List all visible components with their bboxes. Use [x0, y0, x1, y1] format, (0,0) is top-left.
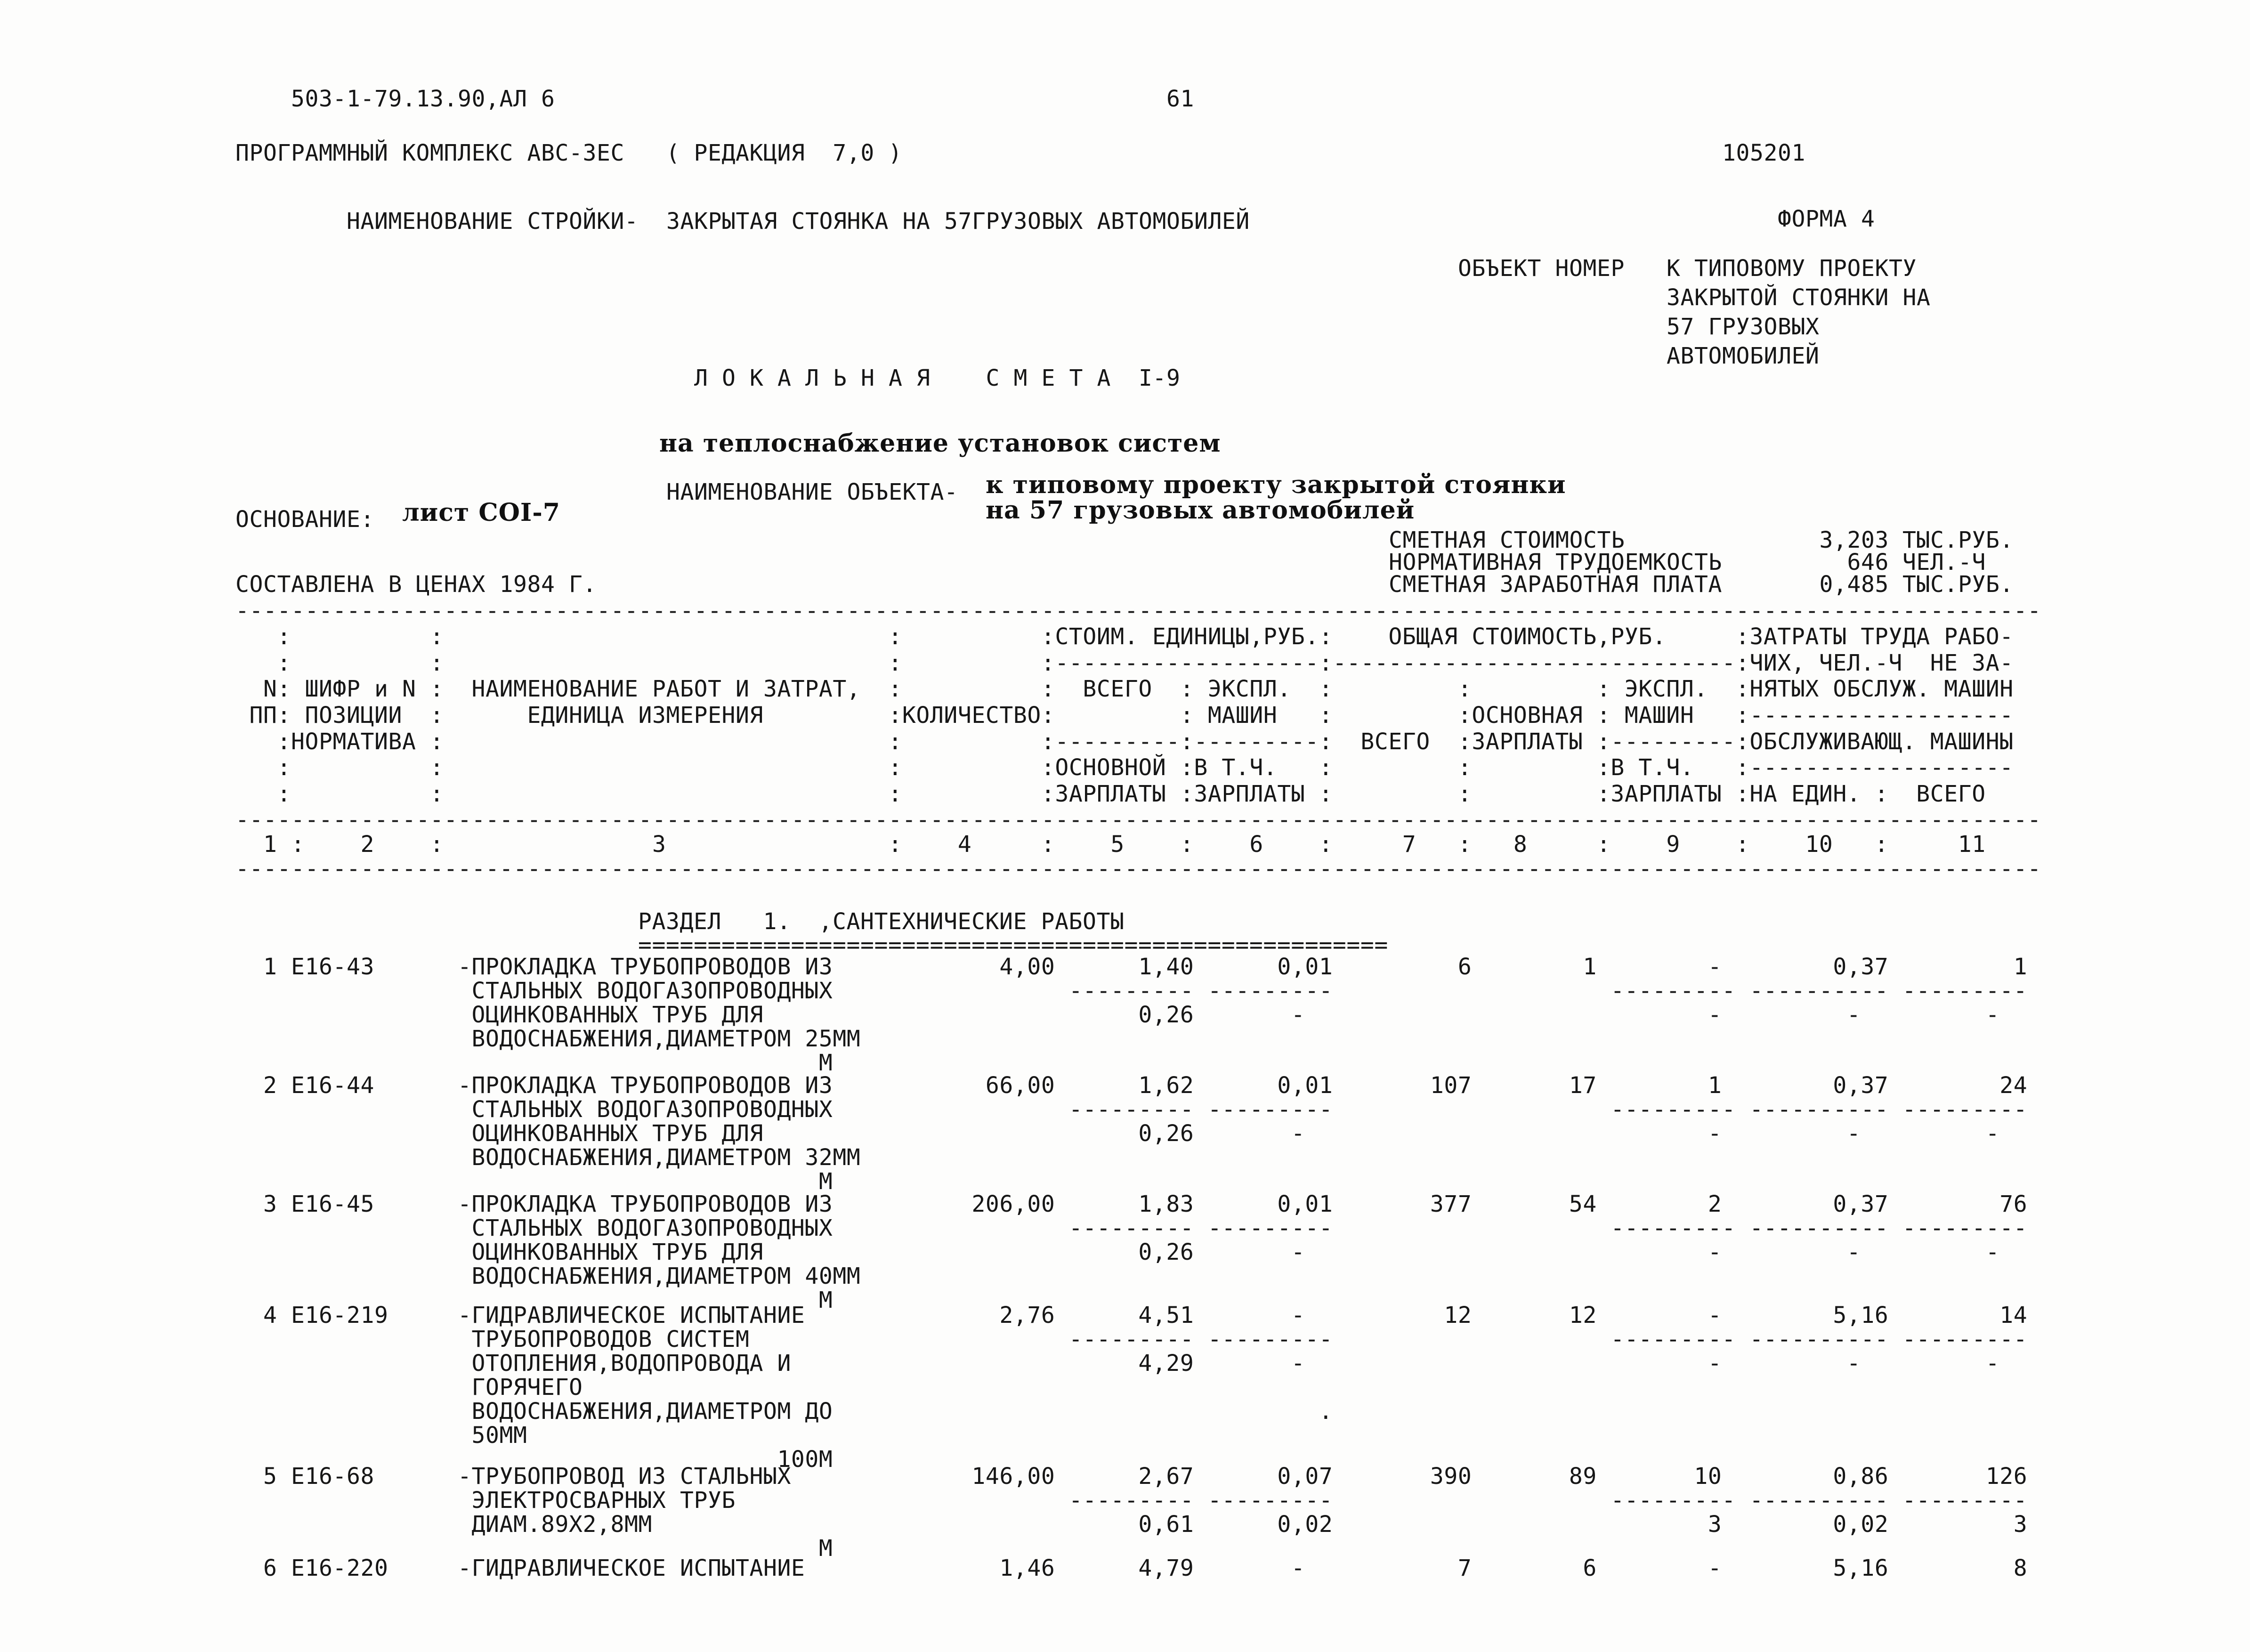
- cost-unit: ЧЕЛ.-Ч: [1902, 549, 1986, 575]
- table-row-line: М: [235, 1535, 833, 1562]
- program-line: ПРОГРАММНЫЙ КОМПЛЕКС АВС-3ЕС ( РЕДАКЦИЯ …: [235, 140, 902, 166]
- table-row-line: ВОДОСНАБЖЕНИЯ,ДИАМЕТРОМ ДО .: [235, 1398, 1333, 1425]
- table-row-line: ТРУБОПРОВОДОВ СИСТЕМ --------- ---------…: [235, 1326, 2028, 1352]
- object-value: на 57 грузовых автомобилей: [986, 496, 1415, 525]
- doc-id: 105201: [1722, 140, 1805, 166]
- object-number-line: 57 ГРУЗОВЫХ: [1667, 314, 1820, 340]
- table-header-line: : : : :ОСНОВНОЙ :В Т.Ч. : : :В Т.Ч. :---…: [235, 754, 2014, 781]
- object-value: к типовому проекту закрытой стоянки: [986, 470, 1566, 499]
- table-row-line: СТАЛЬНЫХ ВОДОГАЗОПРОВОДНЫХ --------- ---…: [235, 1096, 2028, 1123]
- stroika-value: ЗАКРЫТАЯ СТОЯНКА НА 57ГРУЗОВЫХ АВТОМОБИЛ…: [666, 208, 1250, 235]
- table-row-line: 50ММ: [235, 1422, 527, 1449]
- section-title: РАЗДЕЛ 1. ,САНТЕХНИЧЕСКИЕ РАБОТЫ: [638, 908, 1125, 935]
- separator-line: ----------------------------------------…: [235, 598, 2041, 624]
- table-header-line: : : : :-------------------:-------------…: [235, 650, 2014, 676]
- object-label: НАИМЕНОВАНИЕ ОБЪЕКТА-: [666, 479, 958, 505]
- table-row-line: ОЦИНКОВАННЫХ ТРУБ ДЛЯ 0,26 - - - -: [235, 1002, 2000, 1028]
- table-row-line: М: [235, 1050, 833, 1076]
- stroika-label: НАИМЕНОВАНИЕ СТРОЙКИ-: [347, 208, 639, 235]
- forma-label: ФОРМА 4: [1778, 206, 1875, 232]
- cost-label: НОРМАТИВНАЯ ТРУДОЕМКОСТЬ: [1389, 549, 1722, 575]
- page-number: 61: [1166, 86, 1194, 112]
- table-header-line: :НОРМАТИВА : : :---------:---------: ВСЕ…: [235, 729, 2014, 755]
- section-underline: ========================================…: [638, 932, 1388, 958]
- table-header-line: : : : :ЗАРПЛАТЫ :ЗАРПЛАТЫ : : :ЗАРПЛАТЫ …: [235, 781, 1986, 807]
- table-header-line: : : : :СТОИМ. ЕДИНИЦЫ,РУБ.: ОБЩАЯ СТОИМО…: [235, 624, 2014, 650]
- separator-line: ----------------------------------------…: [235, 856, 2041, 882]
- table-row-line: ДИАМ.89Х2,8ММ 0,61 0,02 3 0,02 3: [235, 1511, 2028, 1538]
- object-number-line: АВТОМОБИЛЕЙ: [1667, 343, 1820, 369]
- table-row-line: ГОРЯЧЕГО: [235, 1374, 583, 1401]
- table-row-line: ЭЛЕКТРОСВАРНЫХ ТРУБ --------- --------- …: [235, 1487, 2028, 1514]
- cost-label: СМЕТНАЯ СТОИМОСТЬ: [1389, 527, 1625, 553]
- table-row-line: ВОДОСНАБЖЕНИЯ,ДИАМЕТРОМ 40ММ: [235, 1263, 861, 1289]
- table-row-line: М: [235, 1168, 833, 1195]
- doc-code: 503-1-79.13.90,АЛ 6: [291, 86, 555, 112]
- object-number-line: ЗАКРЫТОЙ СТОЯНКИ НА: [1667, 284, 1931, 311]
- cost-value: 0,485: [1819, 571, 1889, 598]
- table-row-line: 6 Е16-220 -ГИДРАВЛИЧЕСКОЕ ИСПЫТАНИЕ 1,46…: [235, 1555, 2028, 1581]
- table-row-line: 100М: [235, 1446, 833, 1473]
- table-row-line: ВОДОСНАБЖЕНИЯ,ДИАМЕТРОМ 25ММ: [235, 1026, 861, 1052]
- table-row-line: ОТОПЛЕНИЯ,ВОДОПРОВОДА И 4,29 - - - -: [235, 1350, 2000, 1377]
- table-row-line: 4 Е16-219 -ГИДРАВЛИЧЕСКОЕ ИСПЫТАНИЕ 2,76…: [235, 1302, 2028, 1328]
- table-row-line: М: [235, 1287, 833, 1313]
- cost-unit: ТЫС.РУБ.: [1902, 527, 2014, 553]
- cost-value: 3,203: [1819, 527, 1889, 553]
- column-number-ruler: 1 : 2 : 3 : 4 : 5 : 6 : 7 : 8 : 9 : 10 :…: [235, 831, 1986, 858]
- compiled-in-prices: СОСТАВЛЕНА В ЦЕНАХ 1984 Г.: [235, 571, 597, 598]
- table-row-line: 1 Е16-43 -ПРОКЛАДКА ТРУБОПРОВОДОВ ИЗ 4,0…: [235, 954, 2028, 980]
- table-row-line: 2 Е16-44 -ПРОКЛАДКА ТРУБОПРОВОДОВ ИЗ 66,…: [235, 1072, 2028, 1099]
- table-row-line: 5 Е16-68 -ТРУБОПРОВОД ИЗ СТАЛЬНЫХ 146,00…: [235, 1463, 2028, 1490]
- table-header-line: N: ШИФР и N : НАИМЕНОВАНИЕ РАБОТ И ЗАТРА…: [235, 676, 2014, 702]
- separator-line: ----------------------------------------…: [235, 807, 2041, 833]
- table-row-line: ОЦИНКОВАННЫХ ТРУБ ДЛЯ 0,26 - - - -: [235, 1120, 2000, 1147]
- object-number-line: К ТИПОВОМУ ПРОЕКТУ: [1667, 255, 1917, 282]
- table-row-line: ВОДОСНАБЖЕНИЯ,ДИАМЕТРОМ 32ММ: [235, 1144, 861, 1171]
- table-row-line: СТАЛЬНЫХ ВОДОГАЗОПРОВОДНЫХ --------- ---…: [235, 1215, 2028, 1241]
- cost-label: СМЕТНАЯ ЗАРАБОТНАЯ ПЛАТА: [1389, 571, 1722, 598]
- doc-title: Л О К А Л Ь Н А Я С М Е Т А I-9: [694, 365, 1181, 391]
- table-row-line: 3 Е16-45 -ПРОКЛАДКА ТРУБОПРОВОДОВ ИЗ 206…: [235, 1191, 2028, 1217]
- table-row-line: ОЦИНКОВАННЫХ ТРУБ ДЛЯ 0,26 - - - -: [235, 1239, 2000, 1265]
- object-number-label: ОБЪЕКТ НОМЕР: [1458, 255, 1625, 282]
- table-row-line: СТАЛЬНЫХ ВОДОГАЗОПРОВОДНЫХ --------- ---…: [235, 978, 2028, 1004]
- basis-value: лист COI-7: [402, 498, 560, 527]
- cost-value: 646: [1847, 549, 1889, 575]
- cost-unit: ТЫС.РУБ.: [1902, 571, 2014, 598]
- basis-label: ОСНОВАНИЕ:: [235, 506, 374, 533]
- doc-subtitle: на теплоснабжение установок систем: [659, 429, 1221, 458]
- table-header-line: ПП: ПОЗИЦИИ : ЕДИНИЦА ИЗМЕРЕНИЯ :КОЛИЧЕС…: [235, 702, 2014, 729]
